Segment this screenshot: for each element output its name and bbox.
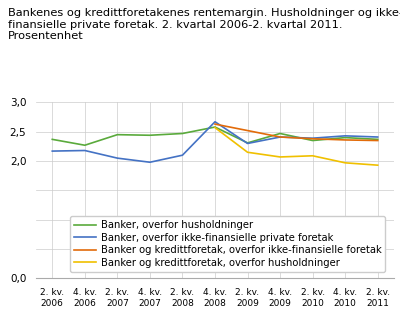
Banker og kredittforetak, overfor ikke-finansielle foretak: [245, 129, 250, 132]
Banker, overfor husholdninger: [245, 141, 250, 145]
Banker, overfor husholdninger: [310, 139, 315, 142]
Banker og kredittforetak, overfor ikke-finansielle foretak: [343, 138, 348, 142]
Banker, overfor husholdninger: [278, 132, 282, 135]
Banker, overfor ikke-finansielle private foretak: [82, 148, 87, 152]
Line: Banker og kredittforetak, overfor ikke-finansielle foretak: Banker og kredittforetak, overfor ikke-f…: [215, 124, 378, 140]
Banker, overfor husholdninger: [180, 132, 185, 135]
Banker og kredittforetak, overfor husholdninger: [310, 154, 315, 158]
Banker, overfor husholdninger: [375, 137, 380, 141]
Banker, overfor ikke-finansielle private foretak: [148, 160, 152, 164]
Banker, overfor ikke-finansielle private foretak: [310, 136, 315, 140]
Banker, overfor ikke-finansielle private foretak: [180, 153, 185, 157]
Text: Bankenes og kredittforetakenes rentemargin. Husholdninger og ikke-
finansielle p: Bankenes og kredittforetakenes rentemarg…: [8, 8, 400, 41]
Banker, overfor husholdninger: [82, 143, 87, 147]
Banker, overfor husholdninger: [115, 133, 120, 137]
Banker og kredittforetak, overfor husholdninger: [213, 126, 218, 130]
Banker, overfor ikke-finansielle private foretak: [278, 135, 282, 139]
Line: Banker og kredittforetak, overfor husholdninger: Banker og kredittforetak, overfor hushol…: [215, 128, 378, 165]
Banker og kredittforetak, overfor husholdninger: [343, 161, 348, 165]
Banker og kredittforetak, overfor ikke-finansielle foretak: [213, 122, 218, 126]
Banker, overfor ikke-finansielle private foretak: [213, 120, 218, 124]
Banker, overfor ikke-finansielle private foretak: [115, 156, 120, 160]
Banker, overfor ikke-finansielle private foretak: [245, 141, 250, 145]
Banker, overfor husholdninger: [213, 125, 218, 129]
Banker og kredittforetak, overfor ikke-finansielle foretak: [375, 139, 380, 142]
Banker og kredittforetak, overfor husholdninger: [245, 150, 250, 154]
Banker, overfor husholdninger: [148, 133, 152, 137]
Line: Banker, overfor ikke-finansielle private foretak: Banker, overfor ikke-finansielle private…: [52, 122, 378, 162]
Banker, overfor husholdninger: [50, 137, 55, 141]
Banker og kredittforetak, overfor husholdninger: [278, 155, 282, 159]
Banker, overfor ikke-finansielle private foretak: [50, 149, 55, 153]
Banker og kredittforetak, overfor ikke-finansielle foretak: [278, 135, 282, 139]
Banker og kredittforetak, overfor husholdninger: [375, 163, 380, 167]
Line: Banker, overfor husholdninger: Banker, overfor husholdninger: [52, 127, 378, 145]
Banker, overfor husholdninger: [343, 136, 348, 140]
Banker og kredittforetak, overfor ikke-finansielle foretak: [310, 137, 315, 141]
Banker, overfor ikke-finansielle private foretak: [375, 135, 380, 139]
Banker, overfor ikke-finansielle private foretak: [343, 134, 348, 138]
Legend: Banker, overfor husholdninger, Banker, overfor ikke-finansielle private foretak,: Banker, overfor husholdninger, Banker, o…: [70, 216, 385, 272]
